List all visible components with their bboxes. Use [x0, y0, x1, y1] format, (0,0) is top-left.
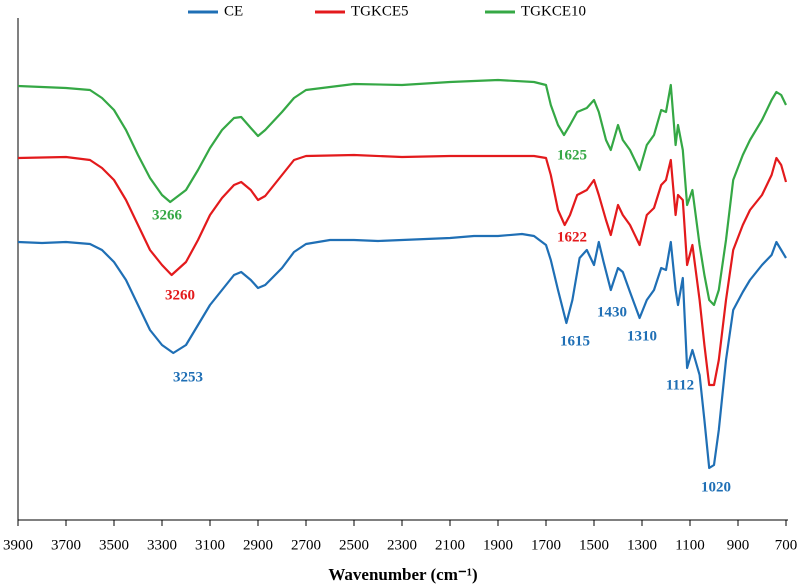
legend-label: TGKCE10 — [521, 3, 586, 19]
x-tick-label: 1100 — [675, 537, 704, 553]
x-tick-label: 2300 — [387, 537, 417, 553]
peak-label: 3266 — [152, 207, 183, 223]
peak-label: 1615 — [560, 333, 590, 349]
peak-label: 1020 — [701, 479, 731, 495]
series-line — [17, 78, 787, 307]
legend-label: CE — [224, 3, 243, 19]
x-tick-label: 2900 — [243, 537, 273, 553]
x-tick-label: 3700 — [51, 537, 81, 553]
x-tick-label: 2500 — [339, 537, 369, 553]
peak-label: 1430 — [597, 304, 627, 320]
x-tick-label: 2100 — [435, 537, 465, 553]
x-tick-label: 3900 — [3, 537, 33, 553]
x-tick-label: 1500 — [579, 537, 609, 553]
series-line — [17, 153, 788, 387]
x-tick-label: 1900 — [483, 537, 513, 553]
x-tick-label: 700 — [775, 537, 798, 553]
peak-label: 1112 — [666, 377, 694, 393]
legend-label: TGKCE5 — [351, 3, 409, 19]
x-tick-label: 3100 — [195, 537, 225, 553]
x-tick-label: 3500 — [99, 537, 129, 553]
x-tick-label: 2700 — [291, 537, 321, 553]
peak-label: 3260 — [165, 287, 195, 303]
x-axis-title: Wavenumber (cm⁻¹) — [328, 565, 477, 584]
x-tick-label: 1700 — [531, 537, 561, 553]
x-tick-label: 1300 — [627, 537, 657, 553]
peak-label: 3253 — [173, 369, 203, 385]
x-tick-label: 900 — [727, 537, 750, 553]
peak-label: 1625 — [557, 147, 587, 163]
peak-label: 1622 — [557, 229, 587, 245]
peak-label: 1310 — [627, 328, 657, 344]
series-line — [17, 232, 787, 470]
x-tick-label: 3300 — [147, 537, 177, 553]
